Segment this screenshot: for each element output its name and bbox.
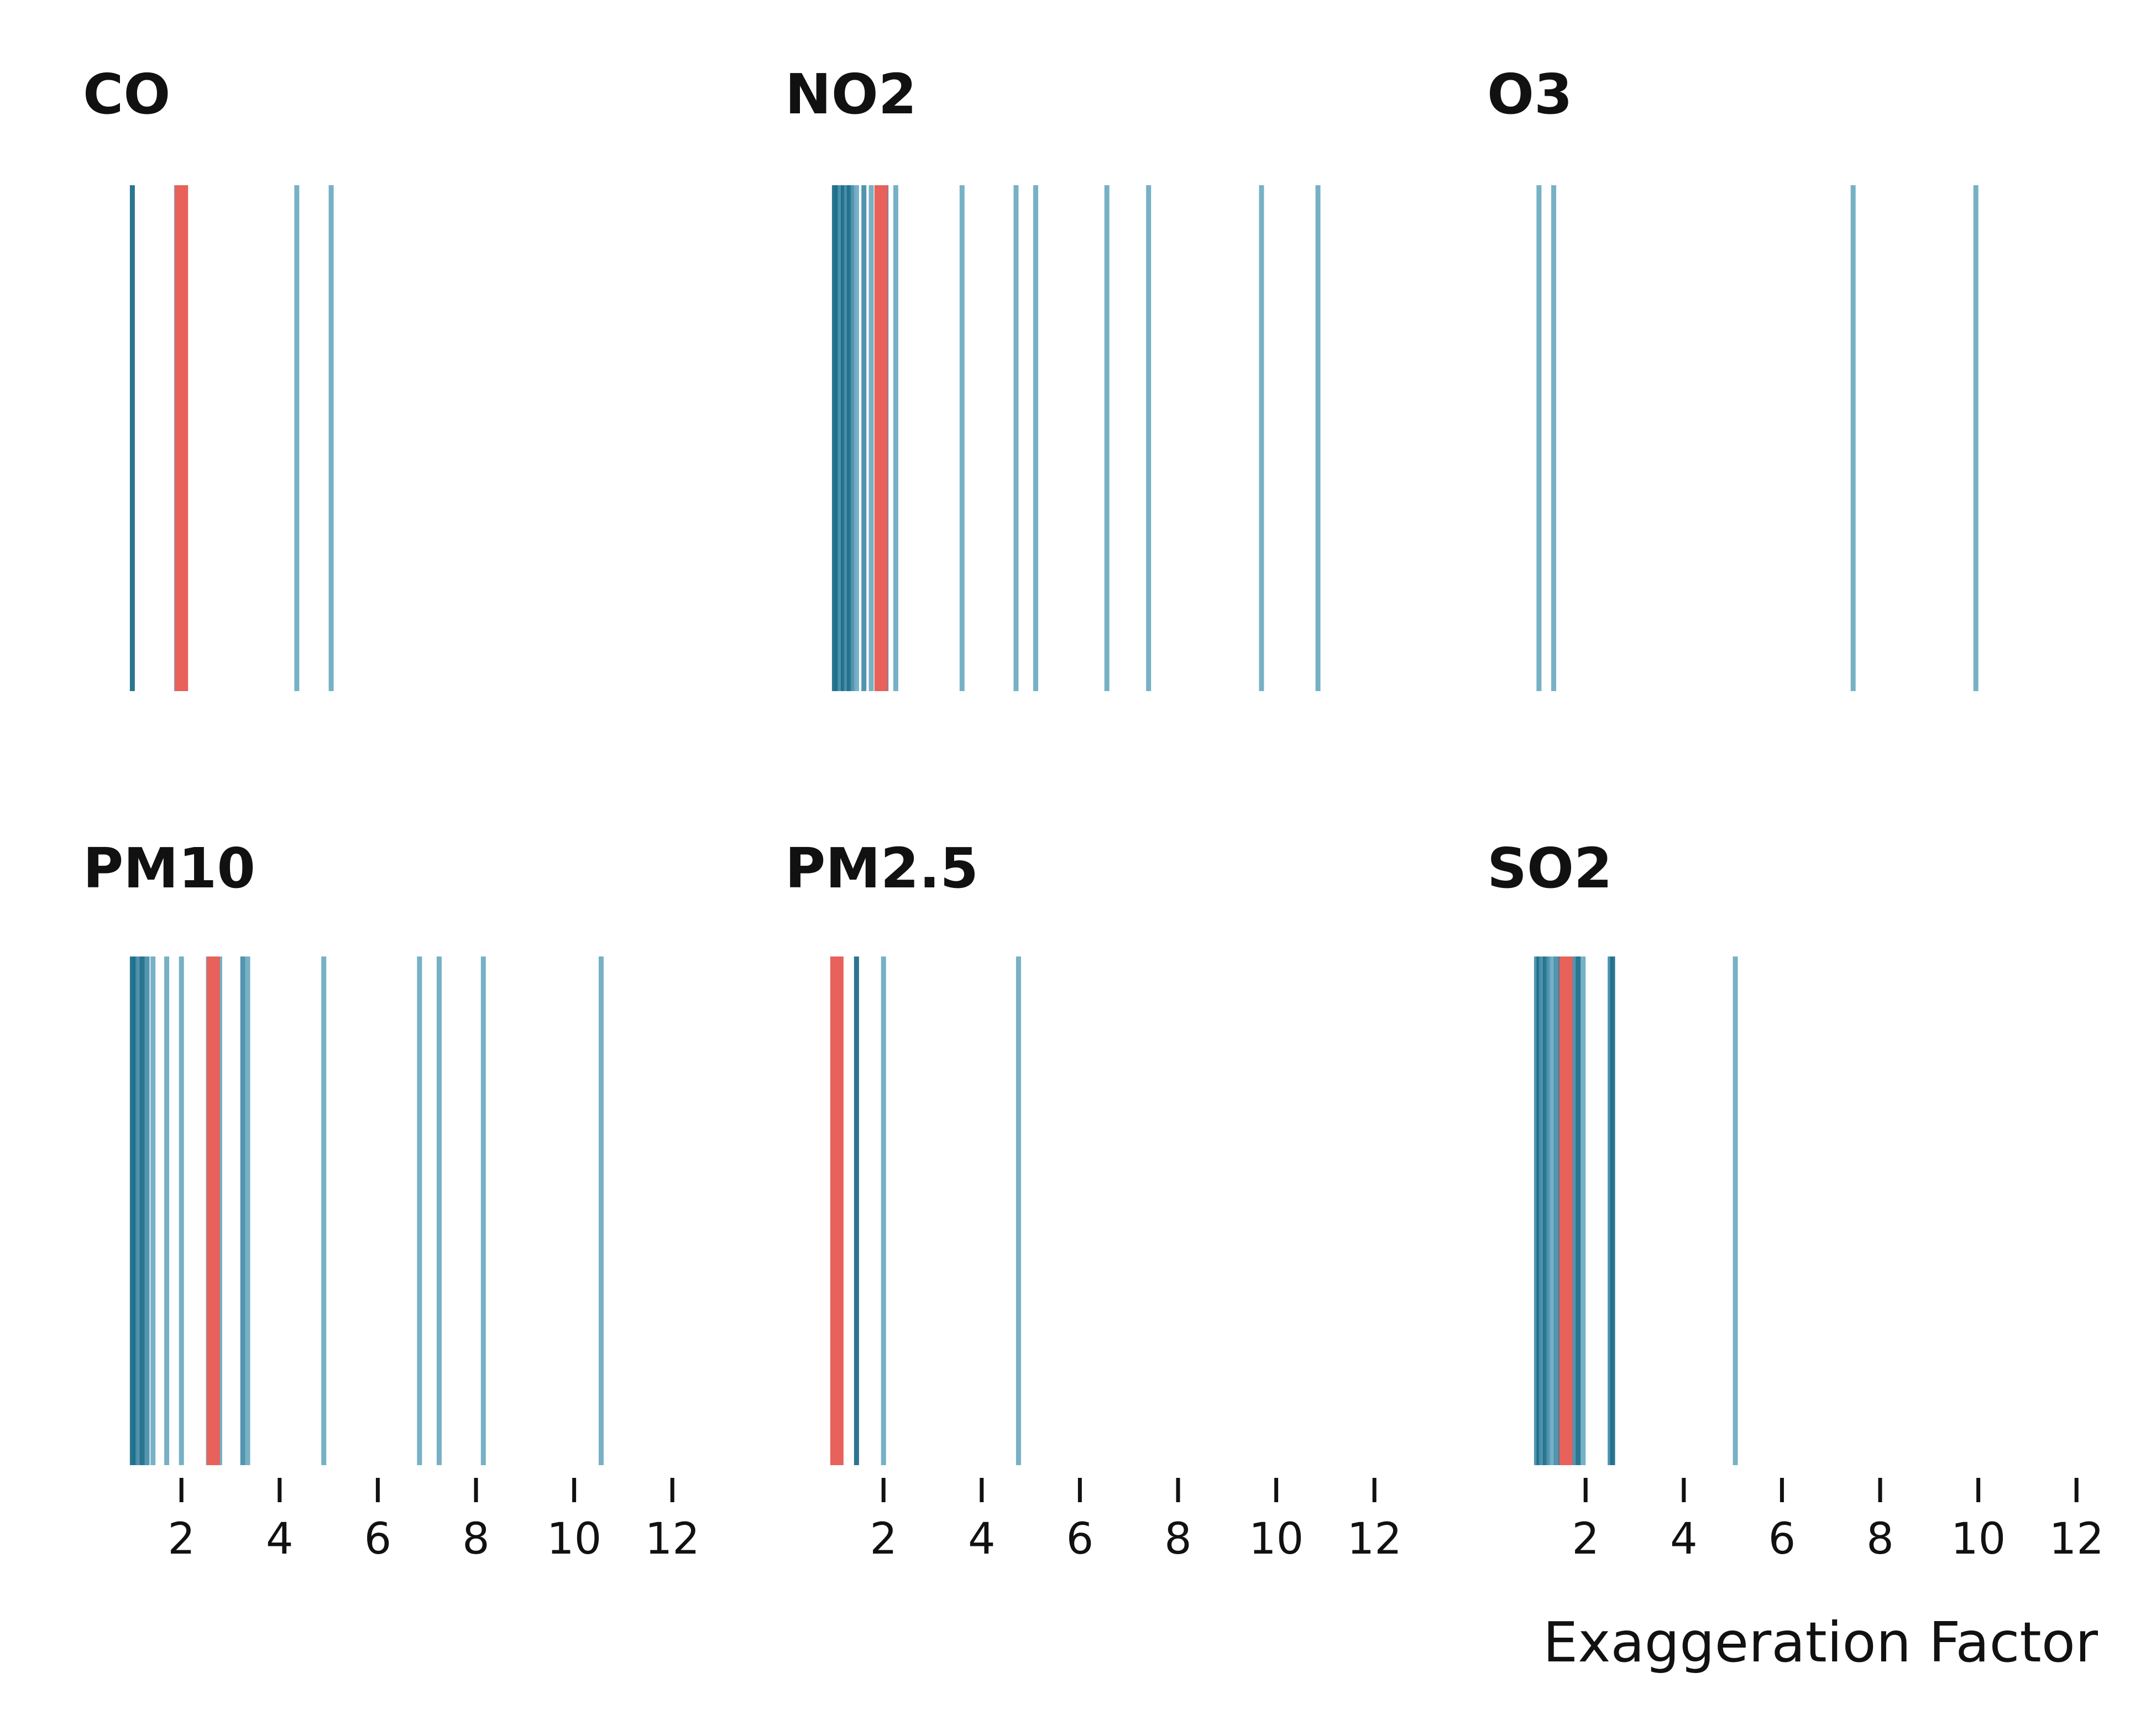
panel-pm25: PM2.5 2 4 6 8 10 12: [785, 836, 1402, 1564]
x-tick-label: 4: [968, 1514, 996, 1564]
x-tick-label: 6: [1066, 1514, 1094, 1564]
x-tick-label: 8: [462, 1514, 490, 1564]
panel-so2: SO2 2 4 6 8 10 12: [1487, 836, 2104, 1564]
x-tick-label: 2: [168, 1514, 195, 1564]
panel-no2: NO2: [785, 62, 1321, 691]
panel-co: CO: [83, 62, 334, 691]
x-tick-label: 4: [1670, 1514, 1698, 1564]
x-tick-label: 12: [2049, 1514, 2104, 1564]
x-tick-label: 10: [547, 1514, 601, 1564]
x-tick-label: 4: [266, 1514, 294, 1564]
x-tick-label: 6: [364, 1514, 392, 1564]
x-tick-label: 8: [1164, 1514, 1192, 1564]
x-tick-label: 8: [1866, 1514, 1894, 1564]
panel-title: NO2: [785, 62, 917, 127]
panel-pm10: PM10 2 4 6 8 10 12: [83, 836, 700, 1564]
x-tick-label: 12: [645, 1514, 700, 1564]
panels: CO NO2 O3 PM10 2 4 6 8 10 12 PM2.5 2 4 6 8 10 12 SO2 2 4 6 8 1…: [83, 62, 2104, 1564]
panel-title: SO2: [1487, 836, 1613, 901]
panel-o3: O3: [1487, 62, 1979, 691]
x-axis-title: Exaggeration Factor: [1543, 1610, 2099, 1675]
panel-title: CO: [83, 62, 170, 127]
x-tick-label: 12: [1347, 1514, 1402, 1564]
panel-title: O3: [1487, 62, 1573, 127]
x-tick-label: 6: [1768, 1514, 1796, 1564]
x-tick-label: 2: [1572, 1514, 1599, 1564]
x-tick-label: 10: [1249, 1514, 1304, 1564]
panel-title: PM2.5: [785, 836, 978, 901]
x-tick-label: 2: [870, 1514, 897, 1564]
panel-title: PM10: [83, 836, 255, 901]
x-tick-label: 10: [1951, 1514, 2006, 1564]
